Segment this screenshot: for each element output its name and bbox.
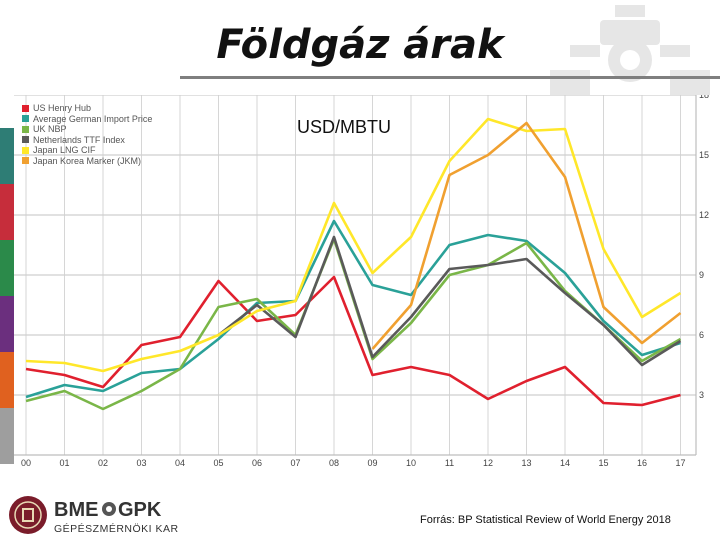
chart-legend: US Henry Hub Average German Import Price U… [22,103,152,166]
x-tick-label: 14 [560,458,570,468]
legend-label: Japan Korea Marker (JKM) [33,155,142,166]
accent-strip-block [0,128,14,184]
accent-strip-block [0,240,14,296]
x-tick-label: 12 [483,458,493,468]
accent-color-strip [0,128,14,466]
legend-item: Japan Korea Marker (JKM) [22,156,152,167]
x-tick-label: 15 [598,458,608,468]
x-tick-label: 08 [329,458,339,468]
x-tick-label: 10 [406,458,416,468]
accent-strip-block [0,352,14,408]
x-tick-label: 04 [175,458,185,468]
x-tick-label: 16 [637,458,647,468]
x-tick-label: 07 [290,458,300,468]
legend-label: Average German Import Price [33,113,153,124]
legend-swatch [22,125,29,133]
accent-strip-block [0,184,14,240]
title-divider [180,76,720,79]
legend-item: Japan LNG CIF [22,145,152,156]
y-tick-label: 9 [699,270,704,280]
plot-background [14,95,716,470]
accent-strip-block [0,296,14,352]
logo-gpk-text: GPK [118,499,162,521]
x-tick-label: 09 [367,458,377,468]
slide-title: Földgáz árak [216,22,504,68]
y-tick-label: 6 [699,330,704,340]
series-line-us-henry-hub [25,275,681,407]
legend-swatch [22,104,29,112]
series-line-japan-lng-cif [25,117,682,373]
legend-item: Netherlands TTF Index [22,135,152,146]
legend-label: Netherlands TTF Index [33,134,125,145]
x-tick-label: 01 [59,458,69,468]
y-tick-label: 3 [699,390,704,400]
legend-item: Average German Import Price [22,114,152,125]
series-line-japan-korea-marker-jkm [371,121,682,350]
legend-swatch [22,146,29,154]
x-tick-label: 11 [445,458,454,468]
x-tick-label: 06 [252,458,262,468]
accent-strip-block [0,408,14,464]
y-tick-label: 12 [699,210,709,220]
series-line-average-german-import-price [25,219,681,399]
x-tick-label: 03 [136,458,146,468]
x-tick-label: 13 [521,458,531,468]
x-tick-label: 17 [675,458,685,468]
legend-item: UK NBP [22,124,152,135]
y-tick-label: 15 [699,150,709,160]
logo-bme-text: BME [54,499,98,521]
crest-icon [9,496,47,534]
x-tick-label: 02 [98,458,108,468]
bme-gpk-logo: BME GPK GÉPÉSZMÉRNÖKI KAR [8,494,208,536]
legend-swatch [22,157,29,165]
price-chart: 00 01 02 03 04 05 06 07 08 09 10 11 12 13 14 15 16 17 3 6 9 1… [14,95,716,470]
series-line-netherlands-ttf-index [217,235,682,367]
legend-swatch [22,115,29,123]
gear-icon [102,502,116,516]
legend-item: US Henry Hub [22,103,152,114]
y-tick-label: 18 [699,95,709,100]
x-tick-label: 00 [21,458,31,468]
legend-label: UK NBP [33,124,67,134]
legend-label: Japan LNG CIF [33,145,96,155]
source-note: Forrás: BP Statistical Review of World E… [420,514,671,526]
chart-canvas: 00 01 02 03 04 05 06 07 08 09 10 11 12 13 14 15 16 17 3 6 9 1… [14,95,716,470]
legend-label: US Henry Hub [33,103,92,113]
legend-swatch [22,136,29,144]
chart-unit-label: USD/MBTU [297,117,391,137]
x-tick-label: 05 [213,458,223,468]
logo-subtext: GÉPÉSZMÉRNÖKI KAR [54,522,179,535]
